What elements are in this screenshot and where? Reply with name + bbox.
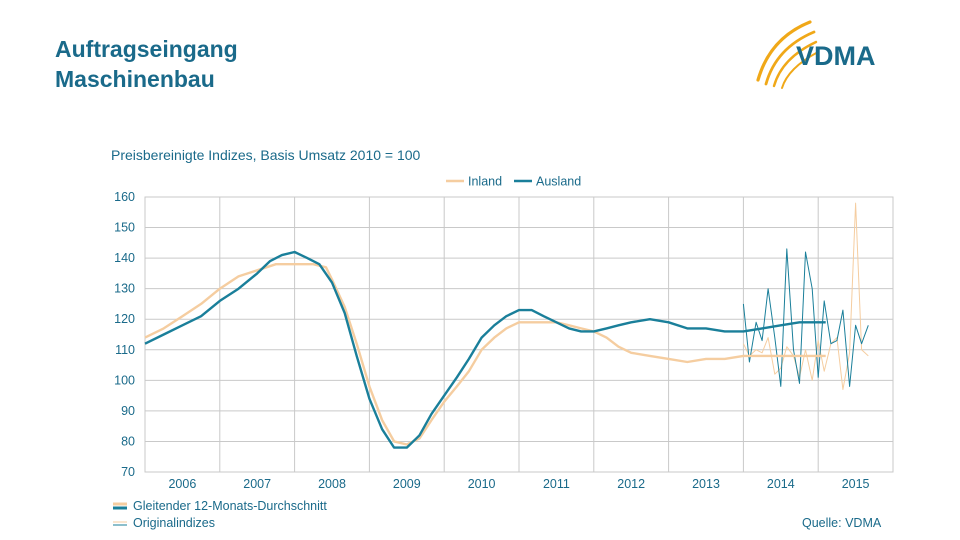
source-label: Quelle: VDMA <box>802 516 882 530</box>
legend-orig-swatch <box>113 517 127 531</box>
x-tick-label: 2007 <box>243 477 271 491</box>
chart-subtitle: Preisbereinigte Indizes, Basis Umsatz 20… <box>111 147 421 163</box>
legend-label-inland: Inland <box>468 175 502 189</box>
title-line-1: Auftragseingang <box>55 36 238 62</box>
x-tick-label: 2010 <box>468 477 496 491</box>
y-tick-label: 110 <box>115 343 135 357</box>
logo-text: VDMA <box>796 41 876 71</box>
x-tick-label: 2013 <box>692 477 720 491</box>
legend-avg-swatch <box>113 500 127 514</box>
x-tick-label: 2009 <box>393 477 421 491</box>
legend-label-ausland: Ausland <box>536 175 581 189</box>
y-tick-label: 70 <box>121 465 135 479</box>
x-tick-label: 2015 <box>842 477 870 491</box>
y-tick-label: 130 <box>114 282 135 296</box>
y-tick-label: 90 <box>121 404 135 418</box>
series-line-ausland-moving-average <box>144 250 826 449</box>
legend-orig-item: Originalindizes <box>113 516 215 531</box>
x-tick-label: 2006 <box>168 477 196 491</box>
logo-arc-icon <box>756 20 819 89</box>
series-line-inland-original <box>742 202 869 390</box>
legend-avg-item: Gleitender 12-Monats-Durchschnitt <box>113 499 327 514</box>
page-title: Auftragseingang Maschinenbau <box>55 34 238 94</box>
y-tick-label: 150 <box>114 221 135 235</box>
y-tick-label: 120 <box>114 312 135 326</box>
x-tick-label: 2011 <box>543 477 570 491</box>
x-tick-label: 2014 <box>767 477 795 491</box>
legend-orig-label: Originalindizes <box>133 516 215 530</box>
series-line-ausland-original <box>742 248 869 387</box>
x-tick-label: 2012 <box>617 477 645 491</box>
y-tick-label: 140 <box>114 251 135 265</box>
y-tick-label: 80 <box>121 434 135 448</box>
y-tick-label: 100 <box>114 373 135 387</box>
legend-avg-label: Gleitender 12-Monats-Durchschnitt <box>133 499 327 513</box>
title-line-2: Maschinenbau <box>55 66 215 92</box>
vdma-logo: VDMA <box>756 20 876 89</box>
y-tick-label: 160 <box>114 190 135 204</box>
x-tick-label: 2008 <box>318 477 346 491</box>
series-line-inland-moving-average <box>144 263 826 446</box>
